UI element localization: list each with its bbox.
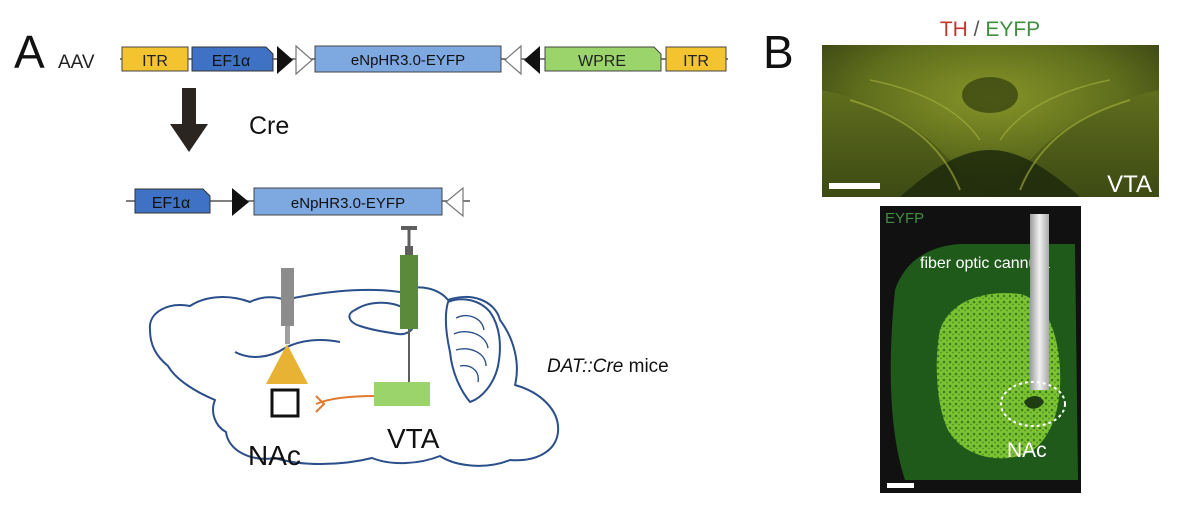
nac-micrograph: EYFP fiber optic cannula NAc — [880, 206, 1081, 493]
eyfp-channel-label: EYFP — [885, 210, 924, 227]
itr-left-box — [121, 46, 189, 72]
itr-right-label: ITR — [683, 53, 709, 70]
nac-box — [270, 388, 300, 418]
fiber-cannula — [1030, 214, 1049, 390]
top-image-title: TH / EYFP — [940, 18, 1040, 41]
panel-b-letter: B — [763, 26, 794, 78]
gene-top-box — [314, 45, 502, 73]
ef1a-top-box — [191, 46, 274, 72]
wpre-label: WPRE — [578, 53, 626, 70]
nac-label: NAc — [248, 440, 301, 471]
itr-left-label: ITR — [142, 53, 168, 70]
loxp-filled-arrow-3 — [232, 188, 249, 216]
vta-box — [374, 382, 430, 406]
vta-label: VTA — [387, 423, 440, 454]
mouse-line-rest: mice — [623, 356, 668, 377]
vta-image-label: VTA — [1107, 171, 1152, 198]
vta-syringe — [400, 226, 418, 384]
loxp-filled-arrow-2 — [524, 46, 540, 74]
nac-optic-fiber — [281, 268, 294, 344]
wpre-box — [544, 46, 662, 72]
ef1a-bottom-label: EF1α — [152, 195, 191, 212]
title-th: TH — [940, 18, 968, 41]
mouse-line-label: DAT::Cre mice — [547, 356, 669, 377]
cre-label: Cre — [249, 112, 289, 140]
loxp-open-arrow-3 — [445, 186, 464, 218]
cerebellum-folds — [453, 314, 489, 383]
axon-terminal — [315, 395, 326, 413]
ef1a-bottom-box — [134, 188, 211, 214]
ef1a-top-label: EF1α — [212, 53, 251, 70]
nac-neuron-triangle — [266, 344, 308, 384]
axon-projection — [315, 395, 377, 405]
loxp-open-arrow-1 — [295, 44, 313, 76]
hippocampus-shape — [348, 301, 416, 336]
title-eyfp: EYFP — [985, 18, 1040, 41]
brain-outline — [148, 286, 560, 467]
panel-a-letter: A — [14, 26, 45, 78]
cre-down-arrow — [170, 88, 208, 152]
title-sep: / — [968, 18, 986, 41]
gene-bottom-label: eNpHR3.0-EYFP — [291, 195, 405, 212]
loxp-filled-arrow-1 — [277, 46, 293, 74]
nac-dashed-region — [1000, 381, 1066, 427]
cerebellum-shape — [444, 298, 501, 403]
vta-micrograph: VTA — [822, 45, 1159, 198]
itr-right-box — [665, 46, 727, 72]
nac-image-label: NAc — [1007, 439, 1047, 462]
cannula-label: fiber optic cannula — [920, 255, 1050, 272]
mouse-brain-diagram — [148, 286, 560, 467]
mouse-line-italic: DAT::Cre — [547, 356, 623, 377]
gene-bottom-box — [253, 187, 443, 216]
aav-label: AAV — [58, 52, 95, 73]
gene-top-label: eNpHR3.0-EYFP — [351, 52, 465, 69]
loxp-open-arrow-2 — [504, 44, 522, 76]
